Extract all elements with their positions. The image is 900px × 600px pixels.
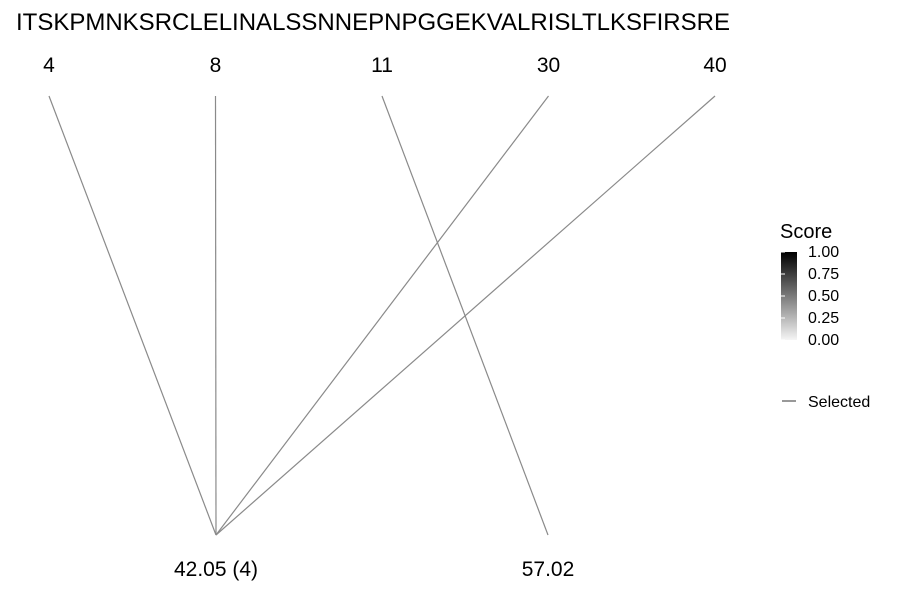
top-position-label: 40 — [703, 54, 726, 77]
top-position-label: 8 — [210, 54, 222, 77]
legend-selected-label: Selected — [808, 394, 870, 411]
legend-tick-label: 0.00 — [808, 332, 839, 349]
top-position-label: 11 — [371, 54, 393, 77]
top-position-labels: 4 8 11 30 40 — [43, 54, 727, 77]
sequence-title: ITSKPMNKSRCLELINALSSNNEPNPGGEKVALRISLTLK… — [16, 9, 730, 36]
top-position-label: 4 — [43, 54, 55, 77]
legend-score-ticks: 1.00 0.75 0.50 0.25 0.00 — [781, 244, 839, 349]
legend-tick-label: 0.25 — [808, 310, 839, 327]
legend: Score 1.00 0.75 0.50 0.25 0.00 Selected — [780, 221, 870, 411]
link-line — [381, 95, 549, 536]
links-group — [48, 95, 716, 536]
legend-score-title: Score — [780, 221, 832, 243]
top-position-label: 30 — [537, 54, 560, 77]
link-line — [48, 95, 217, 536]
legend-tick-label: 1.00 — [808, 244, 839, 261]
legend-tick-label: 0.75 — [808, 266, 839, 283]
link-line — [215, 95, 549, 536]
bottom-mass-label: 57.02 — [522, 558, 575, 581]
bottom-mass-labels: 42.05 (4) 57.02 — [174, 558, 574, 581]
bottom-mass-label: 42.05 (4) — [174, 558, 258, 581]
link-line — [214, 95, 217, 536]
legend-tick-label: 0.50 — [808, 288, 839, 305]
